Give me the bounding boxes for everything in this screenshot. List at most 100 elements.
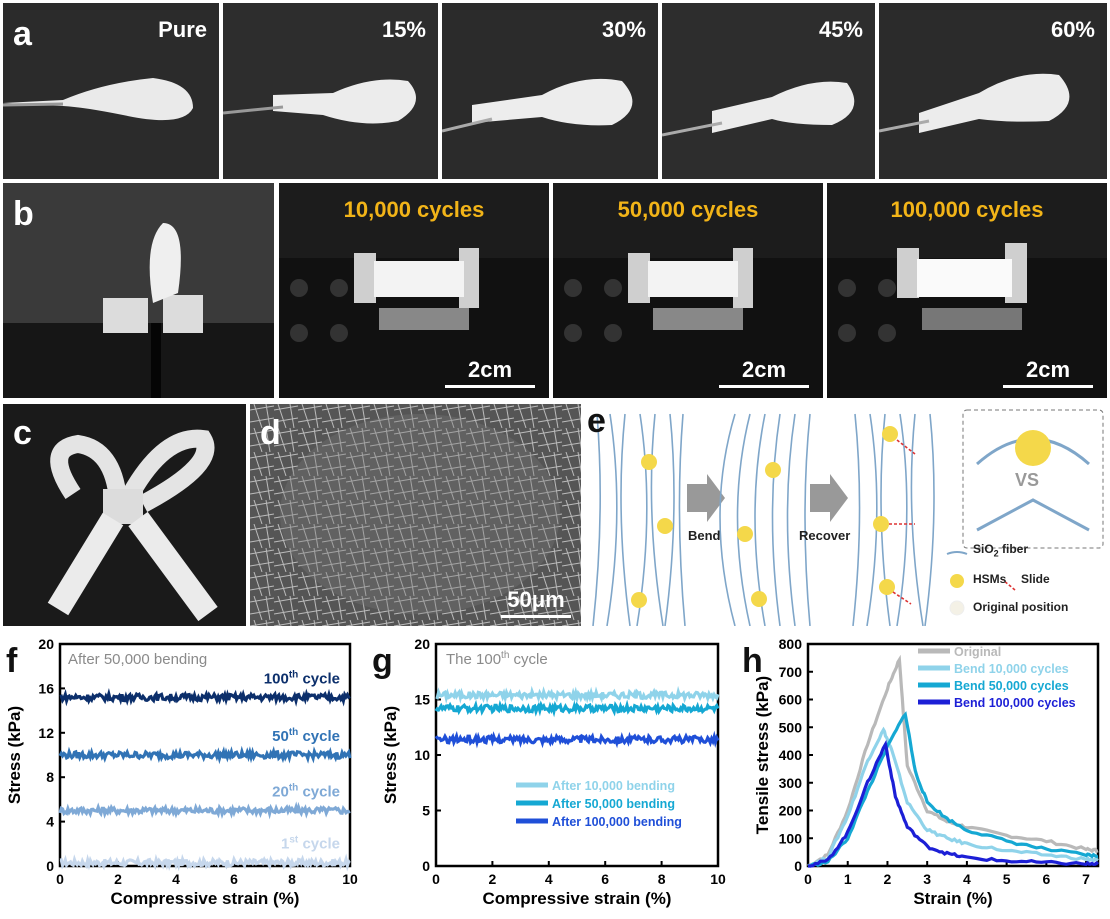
panel-letter-g: g — [372, 642, 393, 680]
legend-original-position — [949, 600, 965, 616]
legend-fiber-text: SiO — [973, 542, 994, 556]
x-tick-label: 8 — [288, 871, 296, 887]
panel-letter-e: e — [587, 404, 606, 440]
x-tick-label: 0 — [56, 871, 64, 887]
y-tick-label: 0 — [794, 858, 802, 874]
panel-letter-a: a — [13, 15, 32, 53]
tester-clamp-illustration — [827, 243, 1107, 398]
series-line — [435, 685, 720, 705]
step-label-recover: Recover — [799, 528, 851, 543]
series-label: 100th cycle — [264, 669, 340, 687]
scale-bar-2cm: 2cm — [1003, 357, 1093, 388]
scale-bar-50um: 50μm — [501, 587, 571, 618]
legend-hsm — [950, 574, 964, 588]
x-tick-label: 2 — [489, 871, 497, 887]
hsm-sphere — [641, 454, 657, 470]
y-axis-label: Tensile stress (kPa) — [753, 676, 772, 834]
x-tick-label: 0 — [432, 871, 440, 887]
knotted-ribbon-illustration — [47, 429, 218, 622]
legend-fiber-tail: fiber — [998, 542, 1029, 556]
hsm-sphere — [737, 526, 753, 542]
y-tick-label: 700 — [779, 664, 803, 680]
panel-e-schematic: e — [585, 404, 1107, 626]
y-tick-label: 500 — [779, 719, 803, 735]
plot-frame — [434, 642, 720, 868]
panel-a-photo-pure: a Pure — [3, 3, 219, 179]
y-tick-label: 20 — [414, 636, 430, 652]
x-tick-label: 0 — [804, 871, 812, 887]
panel-letter-h: h — [742, 642, 763, 680]
hsm-sphere — [879, 579, 895, 595]
cycle-label-10000: 10,000 cycles — [343, 197, 485, 222]
y-tick-label: 16 — [38, 680, 54, 696]
x-tick-label: 2 — [114, 871, 122, 887]
y-tick-label: 0 — [46, 858, 54, 874]
chart-annotation: The 100th cycle — [446, 650, 548, 668]
ratio-label-45: 45% — [818, 17, 863, 42]
slide-arrow — [892, 591, 912, 605]
legend-label: Bend 50,000 cycles — [954, 679, 1069, 693]
legend-label: Original — [954, 645, 1001, 659]
y-tick-label: 4 — [46, 814, 54, 830]
x-tick-label: 1 — [844, 871, 852, 887]
y-tick-label: 20 — [38, 636, 54, 652]
hsm-sphere — [882, 426, 898, 442]
ratio-label-30: 30% — [601, 17, 646, 42]
ribbon-loop-illustration — [442, 78, 633, 133]
legend-fiber-line — [946, 551, 968, 555]
scale-bar-2cm: 2cm — [445, 357, 535, 388]
panel-a-photo-30: 30% — [442, 3, 658, 179]
y-tick-label: 0 — [422, 858, 430, 874]
y-tick-label: 600 — [779, 692, 803, 708]
legend-hsm-label: HSMs — [973, 572, 1007, 586]
comparison-box — [962, 409, 1104, 549]
y-tick-label: 8 — [46, 769, 54, 785]
cycle-label-50000: 50,000 cycles — [617, 197, 759, 222]
x-tick-label: 6 — [230, 871, 238, 887]
panel-b-photo-bend: b — [3, 183, 274, 398]
series-line — [58, 801, 351, 820]
chart-h-svg: 0 1 2 3 4 5 6 7 0 100 200 300 400 500 600 700 800 Strain … — [753, 636, 1100, 908]
x-axis-label: Compressive strain (%) — [483, 889, 672, 908]
legend-label: After 10,000 bending — [552, 779, 675, 793]
hsm-sphere — [751, 591, 767, 607]
series-line — [59, 853, 351, 872]
chart-panel-g: g 0 2 4 6 8 10 0 5 10 15 20 Compressive strain (%) S… — [370, 630, 735, 919]
cycle-label-100000: 100,000 cycles — [890, 197, 1044, 222]
series-label: 20th cycle — [272, 783, 340, 801]
x-tick-label: 3 — [923, 871, 931, 887]
legend-label: After 100,000 bending — [552, 815, 682, 829]
chart-g-svg: 0 2 4 6 8 10 0 5 10 15 20 Compressive strain (%) Str… — [381, 636, 726, 908]
x-tick-label: 4 — [172, 871, 180, 887]
sem-fiber-texture — [250, 404, 581, 626]
panel-a-photo-15: 15% — [223, 3, 438, 179]
panel-letter-d: d — [260, 414, 281, 452]
panel-c-photo-knot: c — [3, 404, 246, 626]
legend-label: After 50,000 bending — [552, 797, 675, 811]
y-tick-label: 5 — [422, 803, 430, 819]
legend-fiber-label: SiO2 fiber — [973, 542, 1028, 558]
x-tick-label: 4 — [963, 871, 971, 887]
step-label-bend: Bend — [688, 528, 721, 543]
y-tick-label: 200 — [779, 803, 803, 819]
bending-fixture-illustration — [3, 223, 274, 398]
series-line — [58, 745, 352, 765]
legend-fiber-sub: 2 — [993, 548, 999, 559]
panel-b-photo-10000: 10,000 cycles 2cm — [279, 183, 549, 398]
legend-original-label: Original position — [973, 600, 1069, 614]
scale-bar-label: 50μm — [507, 587, 565, 612]
hsm-sphere — [631, 592, 647, 608]
panel-letter-c: c — [13, 414, 32, 452]
ribbon-loop-illustration — [3, 78, 193, 121]
scale-bar-label: 2cm — [1025, 357, 1071, 382]
y-tick-label: 400 — [779, 747, 803, 763]
ratio-label-60: 60% — [1050, 17, 1095, 42]
arrow-bend — [687, 474, 725, 522]
chart-panel-h: h 0 1 2 3 4 5 6 7 0 100 200 300 400 500 600 700 800 Strai… — [740, 630, 1110, 919]
panel-b-photo-50000: 50,000 cycles 2cm — [553, 183, 823, 398]
panel-a-photo-45: 45% — [662, 3, 875, 179]
legend-slide-label: Slide — [1021, 572, 1050, 586]
scale-bar-label: 2cm — [467, 357, 513, 382]
x-tick-label: 6 — [1042, 871, 1050, 887]
chart-annotation: After 50,000 bending — [68, 651, 207, 668]
